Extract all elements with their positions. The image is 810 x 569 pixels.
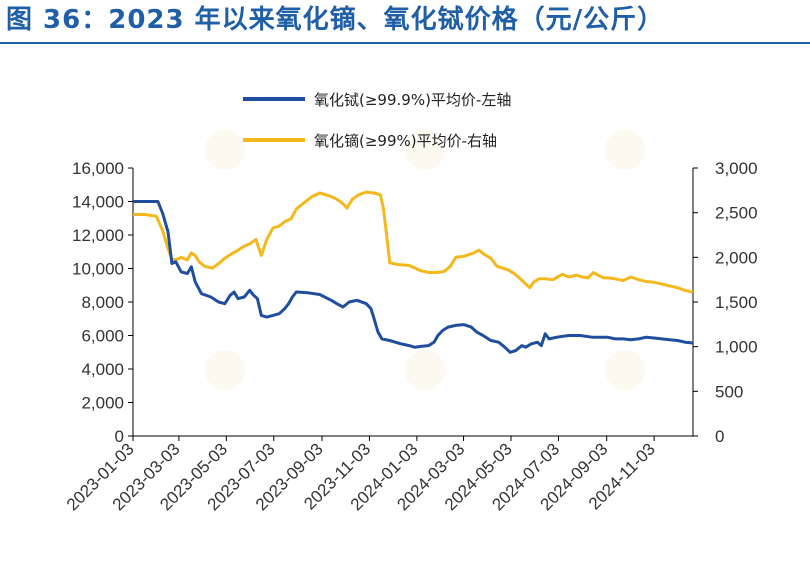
series-line-terbium [133,200,694,354]
right-tick-label: 1,500 [715,293,758,312]
series-line-dysprosium [133,190,694,294]
left-tick-label: 14,000 [72,193,124,212]
watermark-icon [605,350,645,390]
watermark-layer [205,130,645,390]
left-tick-label: 10,000 [72,260,124,279]
left-tick-label: 2,000 [81,394,124,413]
right-tick-label: 2,500 [715,204,758,223]
right-tick-label: 1,000 [715,338,758,357]
left-tick-label: 0 [115,427,124,446]
page-title: 图 36：2023 年以来氧化镝、氧化铽价格（元/公斤） [6,5,665,35]
legend-label-terbium: 氧化铽(≥99.9%)平均价-左轴 [314,91,511,109]
left-axis-ticks: 0 2,000 4,000 6,000 8,000 10,000 12,000 14,000 1… [72,159,133,446]
right-tick-label: 3,000 [715,159,758,178]
left-tick-label: 4,000 [81,360,124,379]
right-tick-label: 500 [715,382,743,401]
left-tick-label: 16,000 [72,159,124,178]
watermark-icon [605,130,645,170]
watermark-icon [405,130,445,170]
right-tick-label: 2,000 [715,248,758,267]
watermark-icon [205,350,245,390]
left-tick-label: 8,000 [81,293,124,312]
left-tick-label: 6,000 [81,327,124,346]
right-tick-label: 0 [715,427,724,446]
watermark-icon [405,350,445,390]
legend: 氧化铽(≥99.9%)平均价-左轴 氧化镝(≥99%)平均价-右轴 [243,91,511,150]
legend-label-dysprosium: 氧化镝(≥99%)平均价-右轴 [314,132,497,150]
right-axis-ticks: 0 500 1,000 1,500 2,000 2,500 3,000 [693,159,758,446]
x-axis-ticks: 2023-01-032023-03-032023-05-032023-07-03… [63,436,659,514]
left-tick-label: 12,000 [72,226,124,245]
watermark-icon [205,130,245,170]
title-divider [0,42,810,44]
